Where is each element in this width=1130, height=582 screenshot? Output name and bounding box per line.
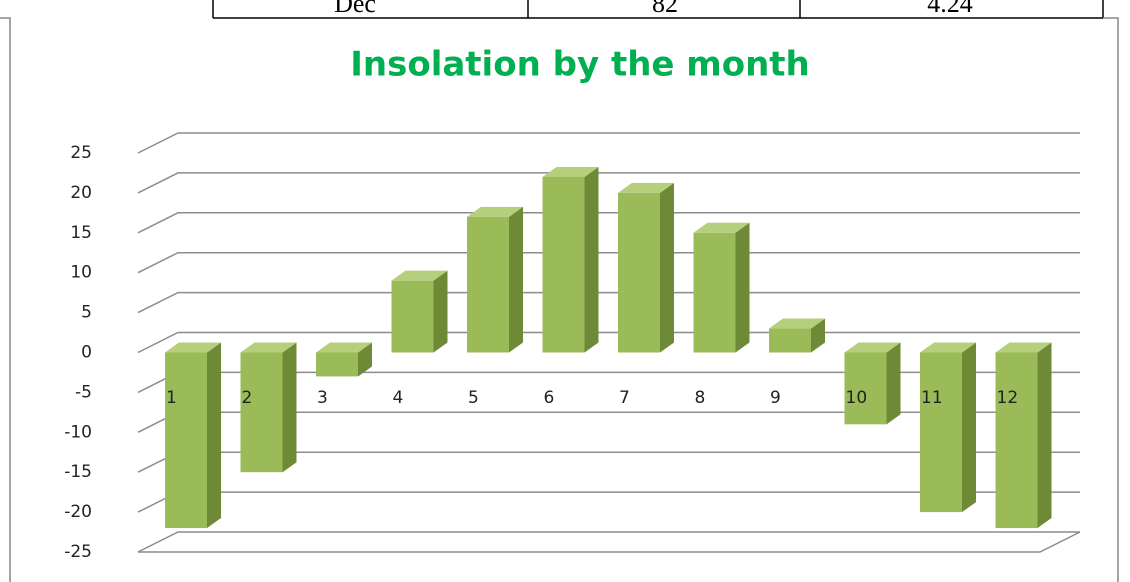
table-cell: 82: [652, 0, 678, 18]
chart-frame: [1103, 17, 1119, 582]
bar-top: [467, 206, 523, 217]
bar-top: [165, 342, 221, 353]
bar-side: [1037, 342, 1052, 529]
bar: [995, 352, 1038, 529]
x-tick-label: 9: [770, 388, 781, 408]
x-tick-label: 6: [544, 388, 555, 408]
grid-line: [137, 251, 1080, 274]
bar: [165, 352, 207, 529]
y-tick-label: -10: [64, 422, 92, 442]
x-tick-label: 12: [997, 388, 1019, 408]
y-tick-label: 5: [81, 303, 92, 323]
bar-top: [995, 342, 1052, 353]
x-tick-label: 5: [468, 388, 479, 408]
y-tick-label: 0: [81, 343, 92, 363]
bar-top: [844, 342, 901, 353]
bar-side: [962, 342, 976, 513]
bar: [542, 176, 585, 353]
bar: [240, 352, 283, 473]
x-tick-label: 4: [393, 388, 404, 408]
floor: [138, 531, 1081, 553]
x-tick-label: 3: [317, 388, 328, 408]
bar-side: [207, 342, 221, 529]
x-tick-label: 7: [619, 388, 630, 408]
bar-side: [509, 206, 523, 353]
grid-line: [137, 531, 1080, 553]
bar-top: [240, 342, 297, 353]
bar: [693, 232, 736, 353]
y-tick-label: -15: [64, 462, 92, 482]
bar-top: [920, 342, 976, 353]
grid-line: [137, 172, 1080, 194]
bar: [769, 328, 811, 353]
x-tick-label: 1: [166, 388, 177, 408]
bar: [920, 352, 962, 513]
bar: [391, 280, 434, 353]
x-tick-label: 10: [846, 388, 868, 408]
y-tick-label: -5: [75, 382, 92, 402]
table-cell: Dec: [334, 0, 376, 18]
y-tick-label: 15: [70, 223, 92, 243]
bar-side: [811, 318, 825, 353]
y-tick-label: 10: [70, 263, 92, 283]
bar-side: [735, 222, 750, 353]
bar-side: [282, 342, 297, 473]
bar: [844, 352, 887, 425]
chart-title: Insolation by the month: [350, 45, 810, 85]
x-tick-label: 2: [242, 388, 253, 408]
grid-line: [137, 212, 1080, 234]
bar-top: [693, 222, 750, 233]
bar: [467, 216, 509, 353]
grid-line: [137, 132, 1080, 154]
bar-top: [542, 166, 599, 177]
x-tick-label: 11: [921, 388, 943, 408]
y-tick-label: 20: [70, 183, 92, 203]
bar-top: [769, 318, 825, 329]
table-cell: 4.24: [927, 0, 973, 18]
y-tick-label: -20: [64, 502, 92, 522]
bar: [316, 352, 358, 377]
bar-side: [886, 342, 901, 425]
bar: [618, 192, 660, 353]
y-tick-label: 25: [70, 143, 92, 163]
chart-frame: [0, 17, 11, 582]
bar-top: [618, 182, 674, 193]
bar-top: [316, 342, 372, 353]
y-tick-label: -25: [64, 542, 92, 562]
bar-side: [358, 342, 372, 377]
bar-side: [433, 270, 448, 353]
bar-top: [391, 270, 448, 281]
x-tick-label: 8: [695, 388, 706, 408]
table-fragment: Dec 82 4.24: [212, 0, 1104, 19]
grid-line: [137, 291, 1080, 314]
bar-side: [584, 166, 599, 353]
bar-side: [660, 182, 674, 353]
